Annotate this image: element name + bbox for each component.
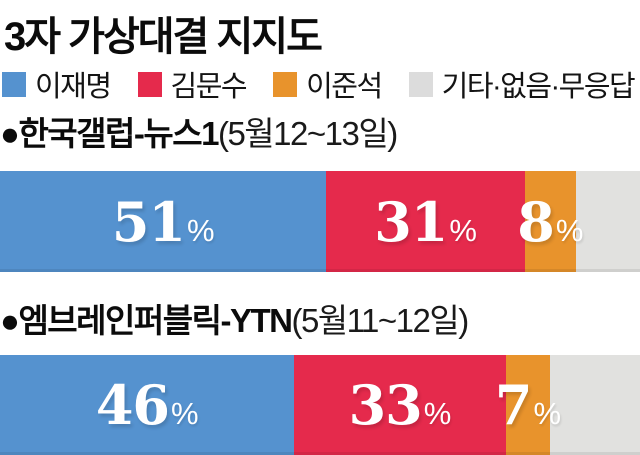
- legend-label: 이재명: [35, 71, 112, 103]
- poll-1-header: ●한국갤럽-뉴스1(5월12~13일): [0, 114, 398, 154]
- legend-swatch-gray: [408, 71, 433, 97]
- legend-item-other: 기타·없음·무응답: [408, 63, 636, 105]
- bar-segment-other: [575, 171, 640, 272]
- bar-segment-kimmoonsoo: 33%: [294, 355, 506, 455]
- bar-segment-leejaemyung: 51%: [0, 171, 327, 272]
- bullet-icon: ●: [0, 115, 20, 152]
- legend: 이재명 김문수 이준석 기타·없음·무응답: [2, 63, 636, 105]
- legend-label: 김문수: [170, 71, 248, 103]
- legend-item-leejunseok: 이준석: [273, 63, 383, 105]
- segment-value-label: 51%: [111, 189, 215, 254]
- page-title: 3자 가상대결 지지도: [4, 15, 323, 59]
- poll-1-period: (5월12~13일): [217, 115, 398, 152]
- segment-value-label: 33%: [348, 373, 452, 437]
- bar-segment-leejaemyung: 46%: [0, 355, 295, 455]
- segment-value-label: 8%: [517, 189, 584, 254]
- legend-label: 기타·없음·무응답: [441, 71, 636, 103]
- segment-value-label: 31%: [374, 189, 477, 254]
- segment-value-label: 7%: [494, 373, 562, 437]
- bar-segment-leejunseok: 7%: [495, 355, 561, 455]
- legend-swatch-red: [137, 71, 162, 97]
- segment-value-label: 46%: [95, 373, 199, 437]
- legend-swatch-orange: [273, 71, 298, 97]
- poll-1-source: 한국갤럽-뉴스1: [18, 115, 219, 152]
- poll-2-header: ●엠브레인퍼블릭-YTN(5월11~12일): [0, 301, 469, 341]
- legend-label: 이준석: [306, 71, 383, 103]
- bar-segment-other: [550, 355, 640, 455]
- bullet-icon: ●: [0, 302, 20, 339]
- bar-segment-leejunseok: 8%: [517, 171, 583, 272]
- legend-item-leejaemyung: 이재명: [2, 63, 112, 105]
- legend-swatch-blue: [2, 71, 26, 97]
- poll-2-source: 엠브레인퍼블릭-YTN: [18, 302, 293, 339]
- legend-item-kimmoonsoo: 김문수: [137, 63, 248, 105]
- poll-2-period: (5월11~12일): [291, 302, 469, 339]
- poll-1-stacked-bar: 51% 31% 8%: [0, 171, 640, 272]
- poll-2-stacked-bar: 46% 33% 7%: [0, 355, 640, 455]
- bar-segment-kimmoonsoo: 31%: [326, 171, 525, 272]
